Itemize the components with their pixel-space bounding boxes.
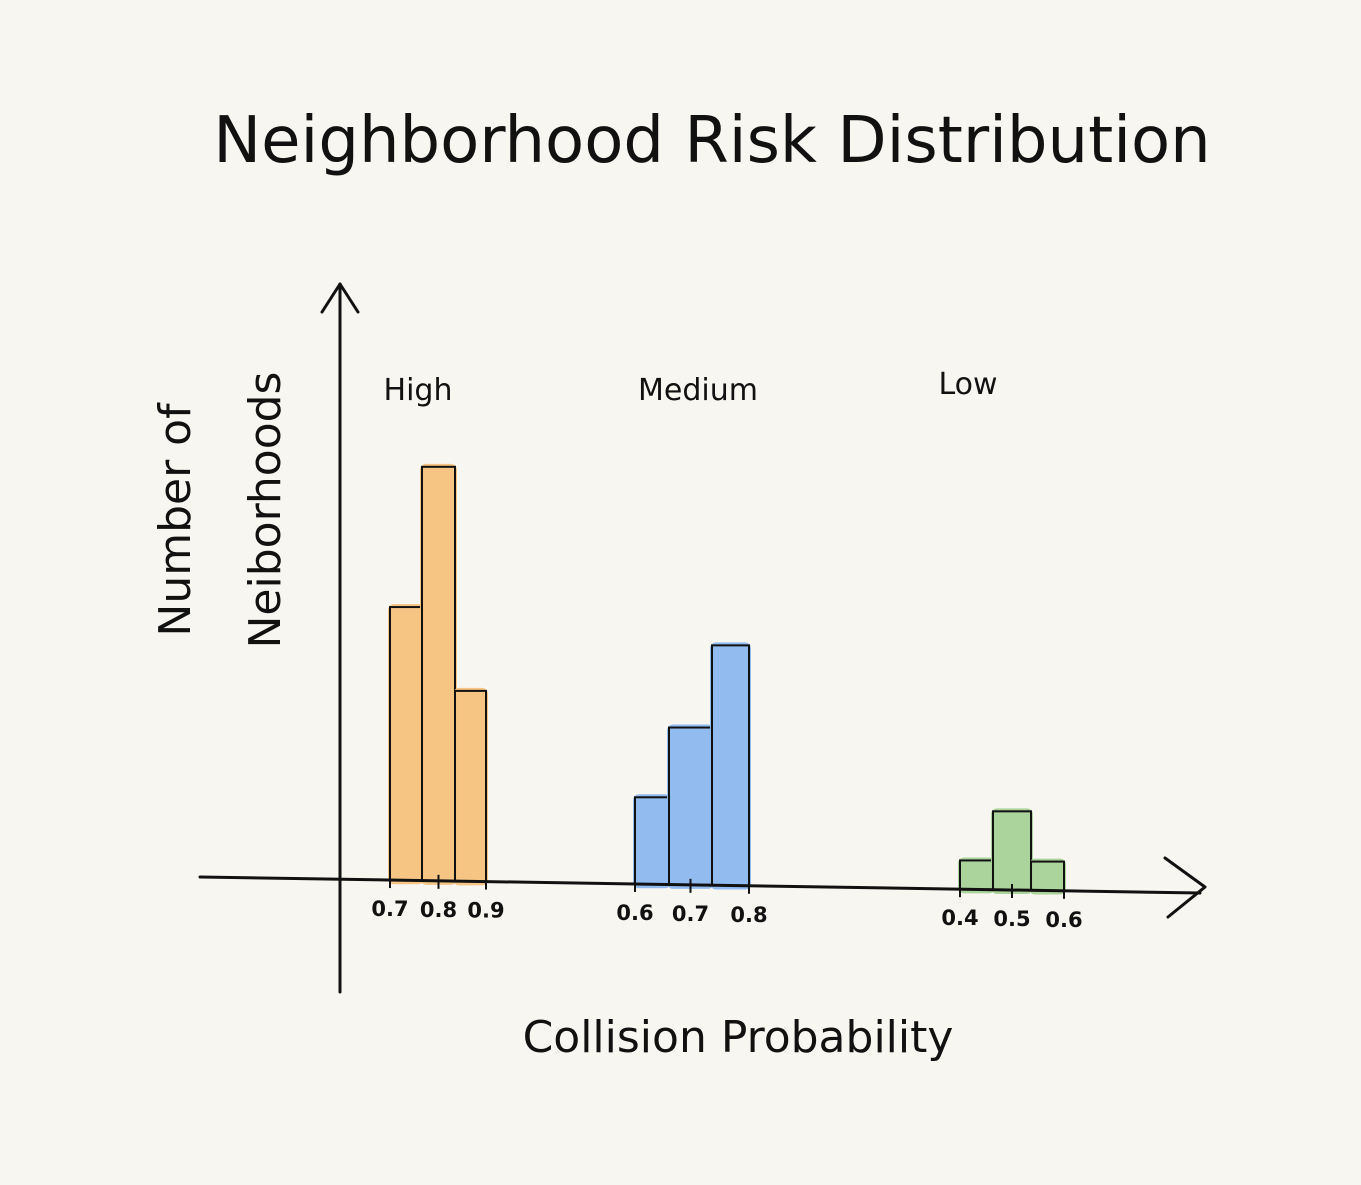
y-axis-title: Number of Neiborhoods (150, 372, 291, 649)
bar-fill-high-2 (453, 687, 488, 886)
y-axis-title-line-2: Neiborhoods (240, 372, 291, 649)
tick-label-low-1: 0.5 (993, 907, 1030, 931)
bar-fill-high-1 (420, 463, 457, 885)
bars-layer (388, 463, 1066, 895)
x-axis-arrow (1163, 856, 1207, 919)
tick-label-high-1: 0.8 (420, 898, 457, 922)
tick-label-medium-2: 0.8 (730, 903, 767, 927)
axes (198, 282, 1207, 994)
bar-fill-low-2 (1029, 858, 1066, 895)
tick-label-low-0: 0.4 (941, 906, 978, 930)
y-axis-arrow (320, 282, 360, 314)
bar-fill-medium-1 (667, 724, 714, 889)
tick-label-high-2: 0.9 (467, 899, 504, 923)
bar-fill-low-0 (958, 857, 995, 894)
chart-title: Neighborhood Risk Distribution (213, 104, 1210, 178)
bar-fill-low-1 (991, 808, 1033, 894)
group-label-low: Low (938, 367, 997, 402)
tick-label-low-2: 0.6 (1045, 908, 1082, 932)
group-label-high: High (384, 373, 453, 408)
x-axis-line (198, 875, 1202, 895)
tick-label-medium-1: 0.7 (672, 902, 709, 926)
bar-fill-medium-2 (710, 642, 751, 890)
bar-fill-high-0 (388, 604, 424, 885)
bar-fill-medium-0 (633, 794, 671, 889)
group-labels-layer: High Medium Low (384, 367, 998, 408)
group-label-medium: Medium (638, 373, 758, 408)
x-axis-title: Collision Probability (523, 1012, 954, 1063)
ticks-layer: 0.7 0.8 0.9 0.6 0.7 0.8 0.4 0.5 0.6 (371, 874, 1083, 932)
tick-label-medium-0: 0.6 (616, 901, 653, 925)
tick-label-high-0: 0.7 (371, 897, 408, 921)
y-axis-title-line-1: Number of (150, 402, 201, 637)
